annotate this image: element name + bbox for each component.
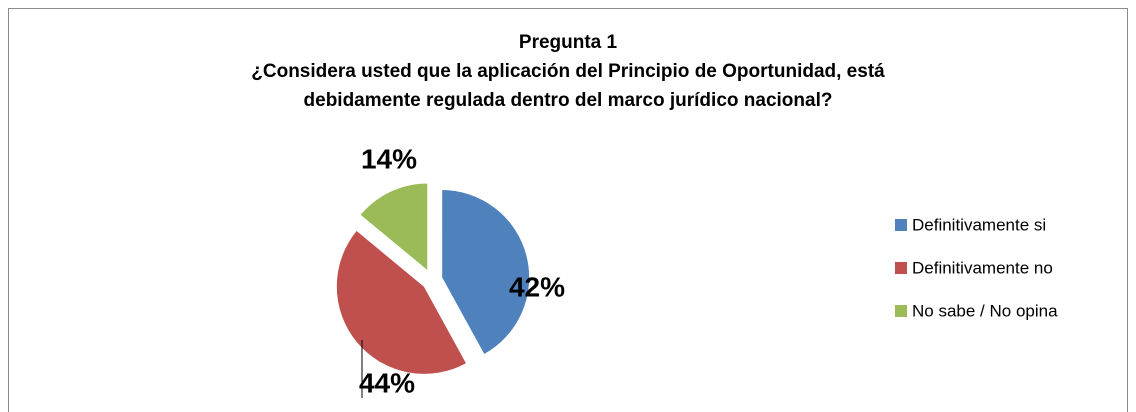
pie-slice (359, 182, 429, 273)
legend-swatch (895, 305, 907, 317)
pie-slice (335, 229, 468, 375)
data-label: 44% (359, 367, 415, 398)
chart-title: debidamente regulada dentro del marco ju… (304, 90, 833, 111)
chart-title: Pregunta 1 (519, 32, 618, 53)
chart-title: ¿Considera usted que la aplicación del P… (251, 61, 885, 82)
legend-swatch (895, 262, 907, 274)
legend-label: Definitivamente no (912, 258, 1053, 277)
legend-swatch (895, 219, 907, 231)
pie-slice (441, 189, 531, 356)
data-label: 42% (509, 271, 565, 302)
legend-label: Definitivamente si (912, 215, 1046, 234)
data-label: 14% (361, 143, 417, 174)
chart-frame (8, 8, 1128, 412)
legend-label: No sabe / No opina (912, 301, 1058, 320)
